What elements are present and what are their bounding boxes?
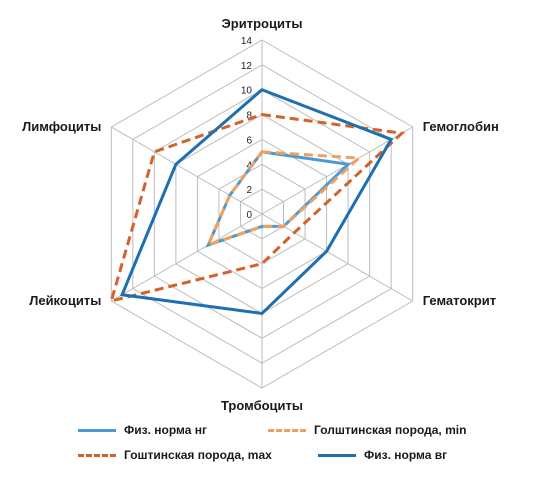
series-line-3 — [109, 113, 406, 304]
tick-label-4: 4 — [246, 160, 252, 171]
axis-label-6: Лимфоциты — [22, 119, 101, 134]
series-line-1 — [205, 150, 352, 248]
tick-label-12: 12 — [241, 61, 253, 72]
axis-label-4: Тромбоциты — [221, 398, 303, 413]
axis-label-5: Лейкоциты — [29, 293, 101, 308]
legend-item-series-2: Голштинская порода, min — [268, 420, 466, 440]
spoke-3 — [261, 213, 413, 302]
legend: Физ. норма нг Голштинская порода, min Го… — [60, 420, 480, 468]
legend-item-series-3: Гоштинская порода, max — [78, 445, 272, 465]
legend-label-series-3: Гоштинская порода, max — [124, 448, 272, 462]
legend-swatch-series-1 — [78, 428, 116, 432]
legend-swatch-series-4 — [318, 453, 356, 457]
series-line-2 — [205, 150, 363, 248]
legend-label-series-2: Голштинская порода, min — [314, 423, 467, 437]
tick-label-6: 6 — [246, 135, 252, 146]
legend-item-series-4: Физ. норма вг — [318, 445, 447, 465]
legend-label-series-4: Физ. норма вг — [364, 448, 448, 462]
axis-label-3: Гематокрит — [423, 293, 496, 308]
axis-labels: Эритроциты Гемоглобин Гематокрит Тромбоциты… — [22, 16, 499, 413]
spoke-2 — [261, 126, 413, 215]
tick-label-8: 8 — [246, 111, 252, 122]
tick-label-14: 14 — [241, 36, 253, 47]
radial-tick-labels: 0 2 4 6 8 10 12 14 — [241, 36, 253, 221]
tick-label-2: 2 — [246, 185, 252, 196]
legend-label-series-1: Физ. норма нг — [124, 423, 207, 437]
spoke-6 — [111, 126, 263, 215]
legend-swatch-series-2 — [268, 428, 306, 432]
axis-label-1: Эритроциты — [222, 16, 303, 31]
axis-label-2: Гемоглобин — [423, 119, 499, 134]
tick-label-0: 0 — [246, 210, 252, 221]
spoke-5 — [111, 213, 263, 302]
series-lines — [109, 87, 406, 316]
series-line-4 — [119, 87, 394, 316]
legend-item-series-1: Физ. норма нг — [78, 420, 207, 440]
tick-label-10: 10 — [241, 86, 253, 97]
legend-swatch-series-3 — [78, 453, 116, 457]
